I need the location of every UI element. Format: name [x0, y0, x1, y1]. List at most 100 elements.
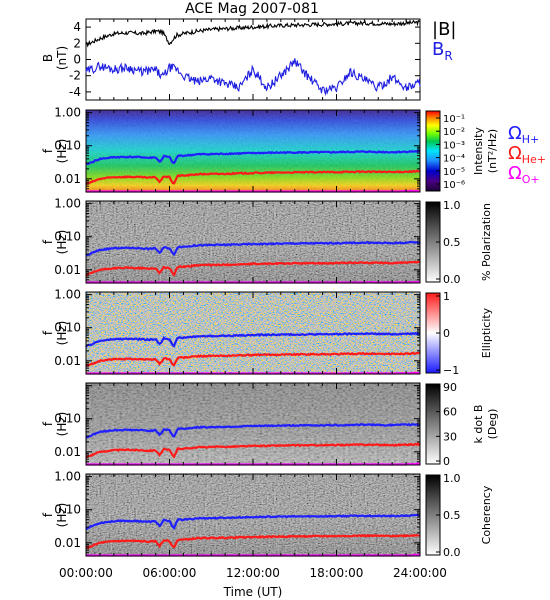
legend-omega-he-subscript: He+	[522, 153, 546, 166]
k-dot-b-colorbar-label: k dot B	[472, 405, 485, 444]
f-axis-unit: (Hz)	[55, 139, 69, 164]
time-axis: 00:00:00 06:00:00 12:00:00 18:00:00 24:00:00	[59, 19, 447, 580]
coherency-panel: 1.00 0.10 0.01 f (Hz) 1.0 0.5 0.0 Coherency	[41, 470, 493, 559]
colorbar-tick-label: 1	[443, 290, 450, 303]
colorbar-tick-label: 0.5	[443, 236, 461, 249]
intensity-panel: 1.00 0.10 0.01 f (Hz) 10⁻¹ 10⁻² 10⁻³ 10⁻⁴ 10⁻⁵ 10⁻…	[41, 106, 499, 193]
f-tick-label: 0.10	[54, 412, 81, 426]
colorbar-tick-label: 10⁻⁶	[443, 180, 465, 191]
f-tick-label: 0.10	[54, 230, 81, 244]
gyrofrequency-he-plus-line	[85, 351, 420, 368]
f-tick-label: 0.10	[54, 503, 81, 517]
b-axis-label: B	[41, 54, 55, 62]
intensity-colorbar-unit: (nT²/Hz)	[486, 129, 499, 173]
colorbar-tick-label: 60	[443, 406, 457, 419]
f-tick-label: 1.00	[54, 106, 81, 120]
colorbar-tick-label: 10⁻²	[443, 127, 465, 138]
x-axis-label: Time (UT)	[223, 585, 283, 599]
gyrofrequency-he-plus-line	[85, 260, 420, 277]
coherency-texture	[86, 474, 420, 556]
time-tick-label: 12:00:00	[226, 566, 280, 580]
legend-b-radial-subscript: R	[444, 49, 452, 63]
chart-title: ACE Mag 2007-081	[185, 1, 319, 17]
legend-omega-he-symbol: Ω	[508, 143, 522, 164]
intensity-colorbar-label: Intensity	[472, 127, 485, 175]
f-tick-label: 0.01	[54, 354, 81, 368]
colorbar-tick-label: 10⁻⁵	[443, 167, 465, 178]
colorbar-tick-label: −1	[443, 364, 459, 377]
f-tick-label: 0.10	[54, 139, 81, 153]
f-tick-label: 1.00	[54, 470, 81, 484]
colorbar-tick-label: 90	[443, 381, 457, 394]
legend-omega-o-subscript: O+	[522, 173, 540, 186]
f-axis-unit: (Hz)	[55, 321, 69, 346]
b-tick-label: 0	[73, 53, 81, 67]
legend-b-radial: BR	[432, 39, 453, 63]
b-tick-label: 2	[73, 36, 81, 50]
colorbar-tick-label: 10⁻¹	[443, 114, 465, 125]
f-tick-label: 0.01	[54, 172, 81, 186]
f-axis-unit: (Hz)	[55, 503, 69, 528]
polarization-colorbar-label: % Polarization	[480, 203, 493, 281]
legend-omega-h-symbol: Ω	[508, 123, 522, 144]
b-tick-label: -4	[69, 85, 81, 99]
colorbar-tick-label: 0.5	[443, 509, 461, 522]
legend-omega-o-symbol: Ω	[508, 163, 522, 184]
colorbar-tick-label: 0	[443, 327, 450, 340]
colorbar-tick-label: 30	[443, 430, 457, 443]
gyrofrequency-h-plus-line	[85, 331, 420, 348]
polarization-panel: 1.00 0.10 0.01 f (Hz) 1.0 0.5 0.0 % Polarization	[41, 197, 493, 286]
time-tick-label: 06:00:00	[143, 566, 197, 580]
b-tick-label: -2	[69, 69, 81, 83]
gyrofrequency-he-plus-line	[86, 442, 421, 459]
b-axis-ticks: -4 -2 0 2 4	[69, 20, 420, 99]
b-radial-line	[85, 58, 421, 97]
colorbar-tick-label: 1.0	[443, 472, 461, 485]
f-tick-label: 0.01	[54, 263, 81, 277]
gyrofrequency-he-plus-line	[85, 533, 420, 550]
spectrogram-panels: 1.000.100.01f (Hz)10⁻¹10⁻²10⁻³10⁻⁴10⁻⁵10⁻…	[41, 106, 499, 559]
colorbar-tick-label: 0	[443, 455, 450, 468]
colorbar-tick-label: 1.0	[443, 199, 461, 212]
legend-omega-o: ΩO+	[508, 163, 540, 186]
f-tick-label: 1.00	[54, 197, 81, 211]
b-axis-unit: (nT)	[55, 46, 69, 70]
legend-b-radial-symbol: B	[432, 39, 444, 60]
f-axis-label: f	[41, 148, 55, 153]
gyrofrequency-legend: ΩH+ ΩHe+ ΩO+	[508, 123, 546, 186]
coherency-colorbar-label: Coherency	[480, 485, 493, 544]
intensity-colorbar	[425, 110, 441, 192]
legend-b-magnitude: |B|	[432, 19, 456, 40]
time-tick-label: 00:00:00	[59, 566, 113, 580]
gyrofrequency-h-plus-line	[85, 240, 421, 257]
legend-omega-h-subscript: H+	[522, 133, 540, 146]
b-tick-label: 4	[73, 20, 81, 34]
colorbar-tick-label: 0.0	[443, 273, 461, 286]
f-tick-label: 1.00	[54, 288, 81, 302]
colorbar-tick-label: 0.0	[443, 546, 461, 559]
f-tick-label: 0.01	[54, 445, 81, 459]
f-axis-label: f	[41, 239, 55, 244]
gyrofrequency-h-plus-line	[85, 149, 421, 166]
time-tick-label: 18:00:00	[310, 566, 364, 580]
colorbar-tick-label: 10⁻³	[443, 140, 465, 151]
legend-omega-h: ΩH+	[508, 123, 539, 146]
ellipticity-panel: 1.00 0.10 0.01 f (Hz) 1 0 −1 Ellipticity	[41, 288, 493, 377]
f-axis-label: f	[41, 330, 55, 335]
k-dot-b-colorbar	[425, 383, 441, 465]
f-tick-label: 0.10	[54, 321, 81, 335]
gyrofrequency-he-plus-line	[85, 169, 420, 186]
f-axis-label: f	[41, 421, 55, 426]
k-dot-b-panel: 0.10 0.01 f (Hz) 90 60 30 0 k dot B (Deg)	[41, 381, 499, 468]
gyrofrequency-h-plus-line	[85, 422, 420, 439]
k-dot-b-colorbar-unit: (Deg)	[486, 409, 499, 440]
colorbar-tick-label: 10⁻⁴	[443, 154, 465, 165]
f-axis-unit: (Hz)	[55, 230, 69, 255]
time-tick-label: 24:00:00	[393, 566, 447, 580]
ellipticity-colorbar-label: Ellipticity	[480, 307, 493, 358]
legend-omega-he: ΩHe+	[508, 143, 546, 166]
gyrofrequency-h-plus-line	[85, 513, 420, 530]
f-axis-unit: (Hz)	[55, 412, 69, 437]
